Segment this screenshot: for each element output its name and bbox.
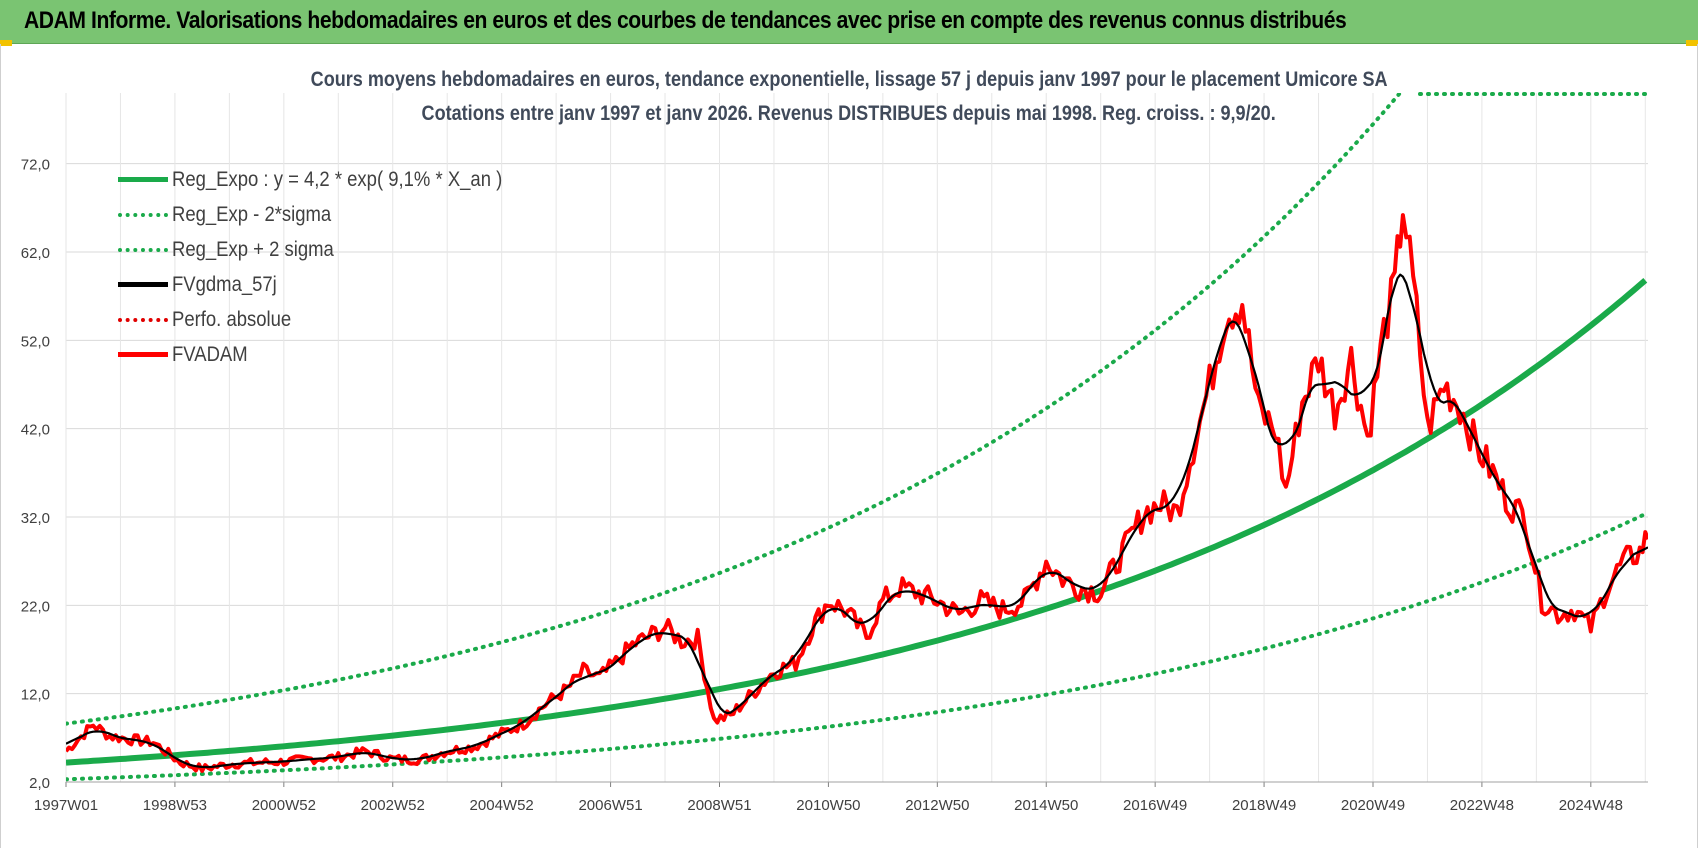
y-tick-label: 62,0 <box>21 245 50 262</box>
x-tick-label: 2022W48 <box>1450 797 1514 814</box>
y-tick-label: 52,0 <box>21 333 50 350</box>
chart-title-line1: Cours moyens hebdomadaires en euros, ten… <box>310 68 1388 91</box>
series-reg-expo <box>66 278 1648 766</box>
x-tick-label: 2012W50 <box>905 797 969 814</box>
x-tick-label: 2020W49 <box>1341 797 1405 814</box>
legend-item: Reg_Exp - 2*sigma <box>118 197 547 232</box>
legend-label: Reg_Exp + 2 sigma <box>172 237 334 261</box>
y-tick-label: 72,0 <box>21 157 50 174</box>
x-tick-label: 2000W52 <box>252 797 316 814</box>
y-tick-label: 22,0 <box>21 598 50 615</box>
legend-item: Reg_Expo : y = 4,2 * exp( 9,1% * X_an ) <box>118 162 547 197</box>
corner-mark-right <box>1686 40 1698 46</box>
x-tick-label: 2006W51 <box>578 797 642 814</box>
y-tick-label: 2,0 <box>29 775 50 792</box>
legend-item: FVADAM <box>118 337 547 372</box>
legend-label: Reg_Exp - 2*sigma <box>172 202 332 226</box>
legend-label: FVADAM <box>172 342 248 366</box>
x-tick-label: 2018W49 <box>1232 797 1296 814</box>
y-tick-label: 32,0 <box>21 510 50 527</box>
series-fvgdma-57j <box>66 273 1648 769</box>
legend-swatch <box>118 317 168 322</box>
legend-item: Perfo. absolue <box>118 302 547 337</box>
x-tick-label: 2024W48 <box>1559 797 1623 814</box>
legend-swatch <box>118 177 168 182</box>
x-tick-label: 2008W51 <box>687 797 751 814</box>
series-reg-exp-plus-2-sigma <box>66 93 1403 726</box>
legend-swatch <box>118 212 168 217</box>
x-tick-label: 1998W53 <box>143 797 207 814</box>
x-tick-label: 2014W50 <box>1014 797 1078 814</box>
chart-title-line2: Cotations entre janv 1997 et janv 2026. … <box>421 102 1277 125</box>
legend-label: Reg_Expo : y = 4,2 * exp( 9,1% * X_an ) <box>172 167 503 191</box>
x-tick-label: 2004W52 <box>470 797 534 814</box>
legend-item: Reg_Exp + 2 sigma <box>118 232 547 267</box>
legend-label: FVgdma_57j <box>172 272 277 296</box>
corner-mark-left <box>0 40 12 46</box>
y-tick-label: 12,0 <box>21 687 50 704</box>
legend-swatch <box>118 352 168 357</box>
legend-item: FVgdma_57j <box>118 267 547 302</box>
y-tick-label: 42,0 <box>21 422 50 439</box>
series-reg-exp-minus-2-sigma <box>66 512 1648 782</box>
legend-label: Perfo. absolue <box>172 307 292 331</box>
chart-legend: Reg_Expo : y = 4,2 * exp( 9,1% * X_an ) R… <box>118 162 547 372</box>
plot-series-group <box>66 93 1648 782</box>
x-tick-label: 2010W50 <box>796 797 860 814</box>
x-tick-label: 2002W52 <box>361 797 425 814</box>
x-tick-label: 1997W01 <box>34 797 98 814</box>
header-band: ADAM Informe. Valorisations hebdomadaire… <box>0 0 1698 44</box>
report-title: ADAM Informe. Valorisations hebdomadaire… <box>24 7 1347 34</box>
x-tick-label: 2016W49 <box>1123 797 1187 814</box>
legend-swatch <box>118 247 168 252</box>
legend-swatch <box>118 282 168 287</box>
